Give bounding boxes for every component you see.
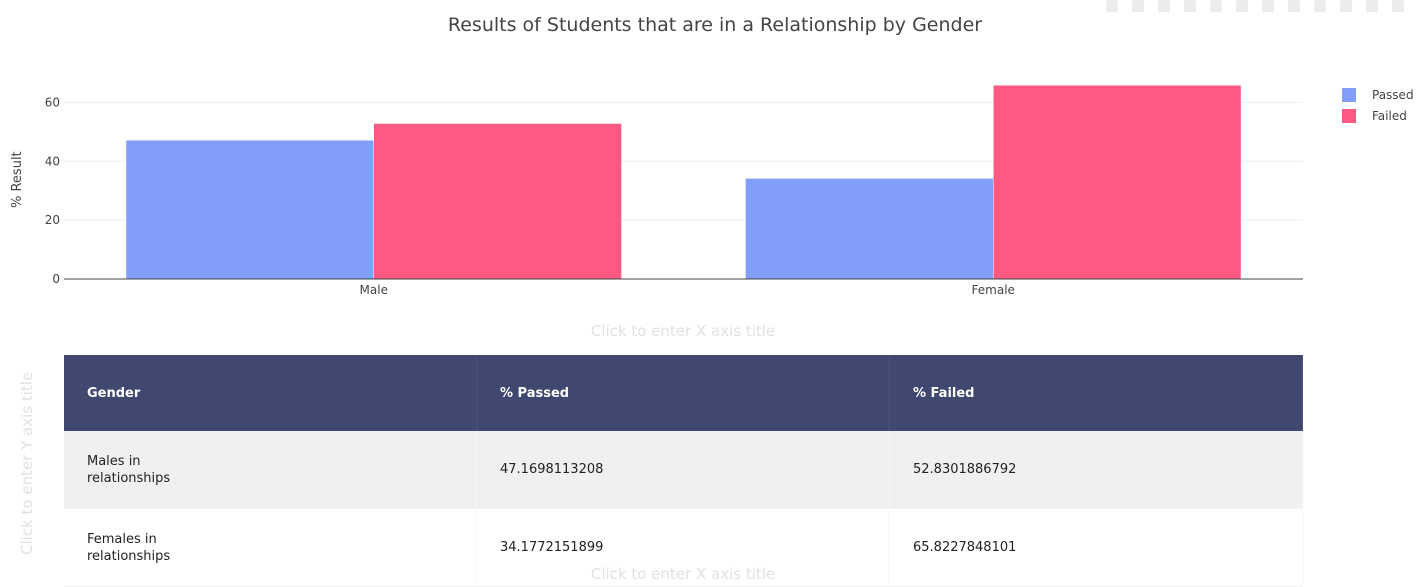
bar-passed-male	[125, 139, 374, 280]
lasso-icon[interactable]	[1184, 0, 1196, 12]
modebar[interactable]	[1106, 0, 1404, 12]
cell-failed: 65.8227848101	[890, 509, 1303, 586]
y-axis-label: % Result	[10, 151, 25, 208]
zoom-icon[interactable]	[1106, 0, 1118, 12]
header-gender: Gender	[64, 355, 477, 431]
legend-item-passed[interactable]: Passed	[1342, 84, 1414, 105]
y-tick-label: 40	[45, 154, 60, 168]
hover-compare-icon[interactable]	[1366, 0, 1378, 12]
y-axis-title-placeholder[interactable]: Click to enter Y axis title	[18, 371, 36, 555]
spike-lines-icon[interactable]	[1314, 0, 1326, 12]
bar-failed-female	[993, 84, 1242, 280]
cell-gender-text: Males in relationships	[87, 453, 171, 486]
plotly-logo-icon[interactable]	[1392, 0, 1404, 12]
bar-passed-female	[745, 178, 994, 280]
header-failed: % Failed	[890, 355, 1303, 431]
cell-gender: Females in relationships	[64, 509, 477, 586]
zoom-out-icon[interactable]	[1236, 0, 1248, 12]
header-passed: % Passed	[477, 355, 890, 431]
legend-label-failed: Failed	[1372, 108, 1407, 123]
cell-gender-text: Females in relationships	[87, 531, 171, 564]
legend-swatch-passed	[1342, 87, 1356, 102]
results-table: Gender % Passed % Failed Males in relati…	[64, 355, 1303, 587]
x-tick-label: Female	[972, 283, 1015, 297]
pan-icon[interactable]	[1132, 0, 1144, 12]
y-tick-label: 20	[45, 213, 60, 227]
autoscale-icon[interactable]	[1262, 0, 1274, 12]
table-header: Gender % Passed % Failed	[64, 355, 1303, 431]
cell-passed: 47.1698113208	[477, 431, 890, 508]
legend[interactable]: Passed Failed	[1342, 84, 1414, 126]
legend-swatch-failed	[1342, 108, 1356, 123]
select-icon[interactable]	[1158, 0, 1170, 12]
cell-passed: 34.1772151899	[477, 509, 890, 586]
hover-closest-icon[interactable]	[1340, 0, 1352, 12]
x-axis-title-placeholder-2[interactable]: Click to enter X axis title	[590, 565, 776, 583]
bar-chart: 0 20 40 60 Male Female	[45, 84, 1303, 297]
legend-item-failed[interactable]: Failed	[1342, 105, 1414, 126]
table-row: Males in relationships 47.1698113208 52.…	[64, 431, 1303, 509]
x-tick-label: Male	[360, 283, 388, 297]
y-tick-label: 0	[52, 272, 60, 286]
chart-title: Results of Students that are in a Relati…	[447, 14, 983, 36]
cell-failed: 52.8301886792	[890, 431, 1303, 508]
y-tick-label: 60	[45, 95, 60, 109]
cell-gender: Males in relationships	[64, 431, 477, 508]
legend-label-passed: Passed	[1372, 87, 1414, 102]
x-axis-title-placeholder[interactable]: Click to enter X axis title	[590, 322, 776, 340]
zoom-in-icon[interactable]	[1210, 0, 1222, 12]
bar-failed-male	[373, 123, 622, 280]
reset-axes-icon[interactable]	[1288, 0, 1300, 12]
